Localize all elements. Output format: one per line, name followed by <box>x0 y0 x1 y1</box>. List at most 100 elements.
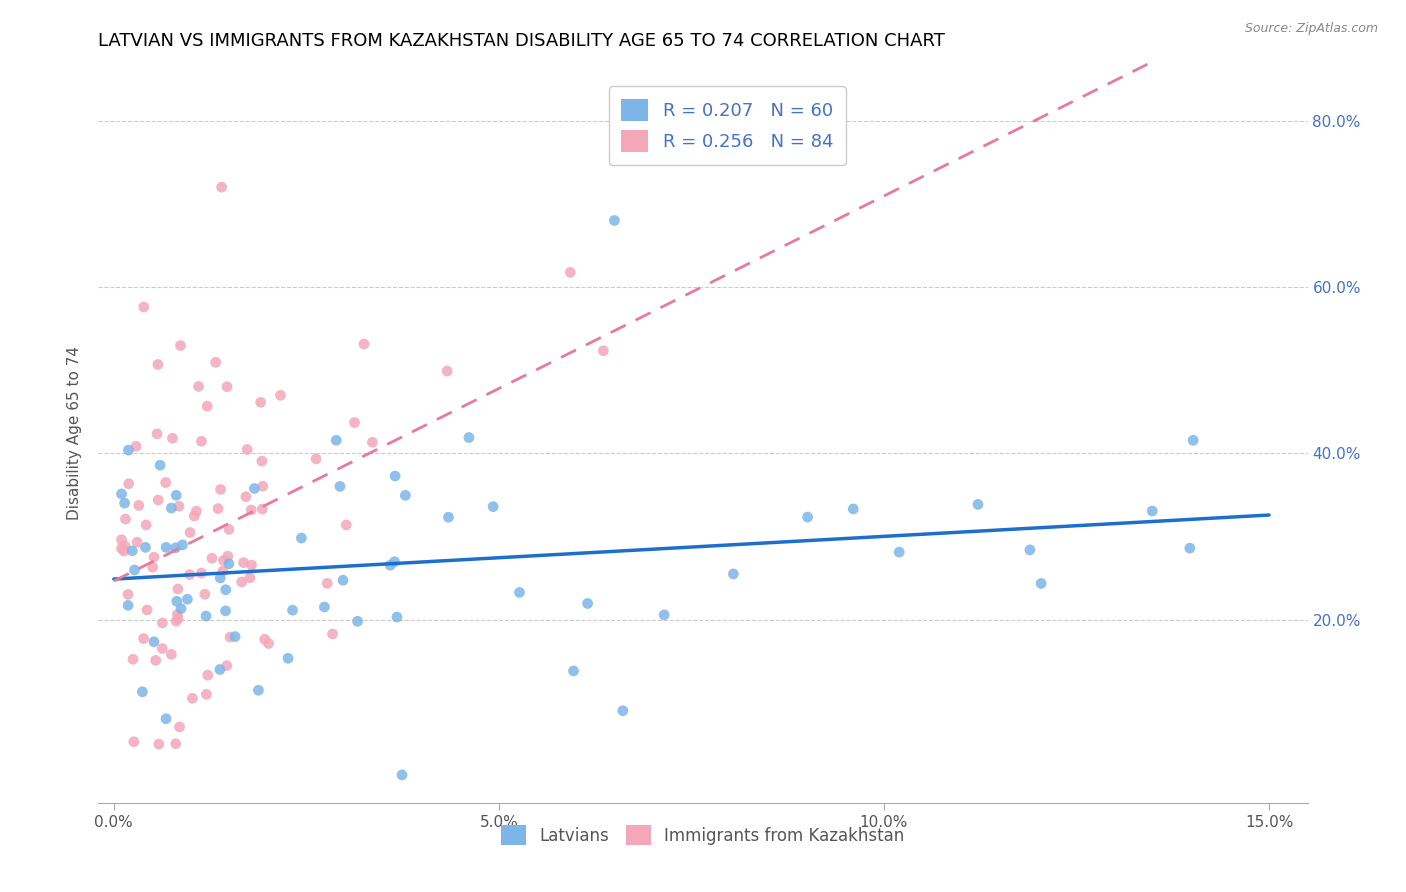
Immigrants from Kazakhstan <box>250 454 273 468</box>
Immigrants from Kazakhstan <box>436 364 458 378</box>
Immigrants from Kazakhstan <box>122 652 145 666</box>
Immigrants from Kazakhstan <box>136 603 159 617</box>
Immigrants from Kazakhstan <box>179 567 201 582</box>
Latvians <box>889 545 911 559</box>
Immigrants from Kazakhstan <box>269 388 291 402</box>
Immigrants from Kazakhstan <box>122 735 145 749</box>
Latvians <box>160 501 183 516</box>
Immigrants from Kazakhstan <box>146 493 169 508</box>
Immigrants from Kazakhstan <box>132 300 155 314</box>
Latvians <box>215 582 238 597</box>
Latvians <box>149 458 172 473</box>
Immigrants from Kazakhstan <box>160 648 183 662</box>
Latvians <box>131 685 153 699</box>
Latvians <box>482 500 505 514</box>
Immigrants from Kazakhstan <box>209 483 232 497</box>
Immigrants from Kazakhstan <box>145 653 167 667</box>
Immigrants from Kazakhstan <box>167 582 190 596</box>
Immigrants from Kazakhstan <box>217 380 239 394</box>
Latvians <box>612 704 634 718</box>
Latvians <box>117 443 139 458</box>
Immigrants from Kazakhstan <box>253 632 276 647</box>
Immigrants from Kazakhstan <box>186 504 208 518</box>
Latvians <box>562 664 585 678</box>
Latvians <box>165 488 187 502</box>
Immigrants from Kazakhstan <box>167 612 190 626</box>
Immigrants from Kazakhstan <box>165 737 187 751</box>
Latvians <box>142 634 165 648</box>
Latvians <box>842 502 865 516</box>
Latvians <box>195 609 218 624</box>
Immigrants from Kazakhstan <box>155 475 177 490</box>
Latvians <box>165 541 187 555</box>
Latvians <box>277 651 299 665</box>
Immigrants from Kazakhstan <box>194 587 217 601</box>
Immigrants from Kazakhstan <box>217 549 239 564</box>
Latvians <box>314 599 336 614</box>
Immigrants from Kazakhstan <box>231 574 253 589</box>
Immigrants from Kazakhstan <box>560 265 582 279</box>
Immigrants from Kazakhstan <box>322 627 344 641</box>
Immigrants from Kazakhstan <box>235 490 257 504</box>
Immigrants from Kazakhstan <box>195 399 218 413</box>
Latvians <box>124 563 146 577</box>
Immigrants from Kazakhstan <box>146 426 169 441</box>
Immigrants from Kazakhstan <box>212 553 235 567</box>
Latvians <box>155 712 177 726</box>
Latvians <box>166 594 188 608</box>
Immigrants from Kazakhstan <box>187 379 209 393</box>
Immigrants from Kazakhstan <box>112 544 135 558</box>
Immigrants from Kazakhstan <box>252 479 274 493</box>
Latvians <box>394 488 416 502</box>
Latvians <box>155 541 177 555</box>
Latvians <box>247 683 270 698</box>
Immigrants from Kazakhstan <box>125 439 148 453</box>
Latvians <box>967 497 990 511</box>
Immigrants from Kazakhstan <box>361 435 384 450</box>
Latvians <box>209 571 232 585</box>
Immigrants from Kazakhstan <box>236 442 259 457</box>
Immigrants from Kazakhstan <box>335 518 357 533</box>
Immigrants from Kazakhstan <box>183 508 205 523</box>
Immigrants from Kazakhstan <box>135 517 157 532</box>
Latvians <box>332 573 354 587</box>
Latvians <box>176 592 198 607</box>
Immigrants from Kazakhstan <box>195 687 218 701</box>
Latvians <box>380 558 402 573</box>
Immigrants from Kazakhstan <box>150 641 173 656</box>
Immigrants from Kazakhstan <box>218 523 240 537</box>
Latvians <box>796 510 818 524</box>
Immigrants from Kazakhstan <box>201 551 224 566</box>
Immigrants from Kazakhstan <box>592 343 614 358</box>
Latvians <box>243 482 266 496</box>
Immigrants from Kazakhstan <box>252 502 274 516</box>
Latvians <box>114 496 136 510</box>
Immigrants from Kazakhstan <box>316 576 339 591</box>
Immigrants from Kazakhstan <box>232 556 254 570</box>
Latvians <box>110 487 132 501</box>
Latvians <box>652 607 675 622</box>
Latvians <box>1029 576 1052 591</box>
Immigrants from Kazakhstan <box>240 503 263 517</box>
Latvians <box>385 610 408 624</box>
Latvians <box>437 510 460 524</box>
Immigrants from Kazakhstan <box>166 607 188 622</box>
Immigrants from Kazakhstan <box>114 539 136 553</box>
Legend: Latvians, Immigrants from Kazakhstan: Latvians, Immigrants from Kazakhstan <box>494 817 912 854</box>
Immigrants from Kazakhstan <box>118 476 141 491</box>
Immigrants from Kazakhstan <box>169 338 191 352</box>
Immigrants from Kazakhstan <box>143 550 166 565</box>
Immigrants from Kazakhstan <box>353 337 375 351</box>
Immigrants from Kazakhstan <box>128 499 150 513</box>
Immigrants from Kazakhstan <box>110 533 132 547</box>
Latvians <box>134 541 156 555</box>
Immigrants from Kazakhstan <box>165 614 187 628</box>
Y-axis label: Disability Age 65 to 74: Disability Age 65 to 74 <box>67 345 83 520</box>
Immigrants from Kazakhstan <box>181 691 204 706</box>
Immigrants from Kazakhstan <box>249 395 271 409</box>
Immigrants from Kazakhstan <box>132 632 155 646</box>
Latvians <box>458 431 481 445</box>
Latvians <box>170 601 193 615</box>
Latvians <box>325 434 347 448</box>
Latvians <box>576 597 599 611</box>
